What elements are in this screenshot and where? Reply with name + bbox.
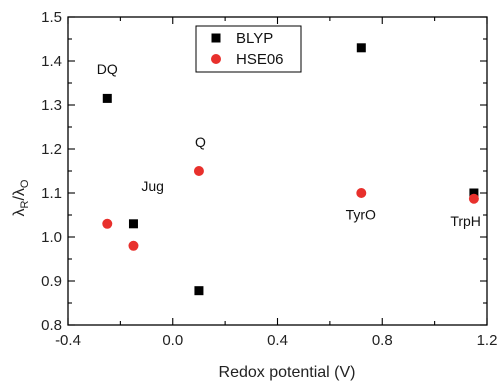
axis-ticks: -0.4 0.0 0.4 0.8 1.2 0.8 0.9 1.0 1.1 1.2 1.3 1.4 1.5: [41, 9, 497, 349]
y-axis-title-slash: /λ: [11, 188, 28, 200]
data-point-hse06: [356, 188, 367, 198]
data-point-blyp: [469, 188, 479, 198]
annotation-label: TrpH: [450, 213, 481, 229]
data-point-blyp: [194, 286, 204, 296]
data-point-hse06: [128, 240, 139, 251]
y-tick-label: 1.5: [41, 9, 62, 26]
data-point-blyp: [128, 219, 138, 229]
legend-marker-blyp: [211, 33, 221, 43]
data-point-blyp: [102, 93, 112, 103]
y-axis-title-sub-o: O: [19, 179, 31, 188]
y-axis-title: λR/λO: [11, 179, 31, 216]
annotations: DQ Jug Q TyrO TrpH: [97, 61, 481, 229]
data-point-hse06: [102, 218, 113, 229]
legend-label-hse06: HSE06: [236, 51, 284, 68]
y-tick-label: 1.2: [41, 141, 62, 158]
annotation-label: Q: [195, 134, 206, 150]
x-tick-label: 0.8: [372, 332, 393, 349]
y-tick-label: 1.0: [41, 229, 62, 246]
data-point-hse06: [193, 166, 204, 176]
y-axis-title-sub-r: R: [19, 200, 31, 208]
y-tick-label: 0.9: [41, 273, 62, 290]
data-points: [102, 43, 479, 296]
y-tick-label: 0.8: [41, 317, 62, 334]
x-tick-label: 0.4: [267, 332, 288, 349]
data-point-hse06: [468, 193, 479, 204]
y-tick-label: 1.4: [41, 53, 62, 70]
legend-marker-hse06: [211, 54, 221, 64]
annotation-label: TyrO: [346, 206, 376, 222]
x-tick-label: 1.2: [477, 332, 498, 349]
annotation-label: Jug: [141, 178, 164, 194]
x-axis-title: Redox potential (V): [219, 364, 356, 381]
legend-label-blyp: BLYP: [236, 30, 273, 47]
annotation-label: DQ: [97, 61, 118, 77]
y-tick-label: 1.3: [41, 97, 62, 114]
x-tick-label: 0.0: [162, 332, 183, 349]
legend: BLYP HSE06: [195, 25, 302, 73]
data-point-blyp: [356, 43, 366, 53]
y-axis-title-lambda: λ: [11, 208, 28, 216]
y-tick-label: 1.1: [41, 185, 62, 202]
x-tick-label: -0.4: [55, 332, 81, 349]
